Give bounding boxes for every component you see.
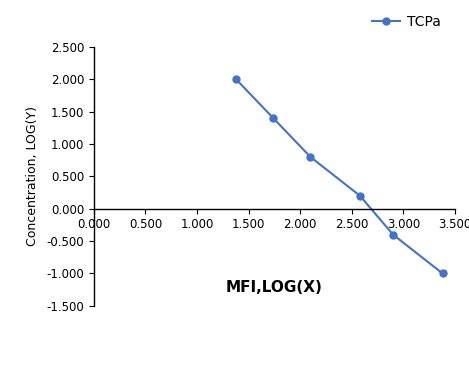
TCPa [271, 116, 276, 121]
X-axis label: MFI,LOG(X): MFI,LOG(X) [226, 280, 323, 295]
Legend: TCPa: TCPa [372, 15, 441, 29]
Y-axis label: Concentration, LOG(Y): Concentration, LOG(Y) [26, 106, 39, 247]
TCPa [357, 194, 363, 198]
TCPa [308, 155, 313, 160]
TCPa [390, 232, 396, 237]
Line: TCPa: TCPa [233, 76, 446, 277]
TCPa [234, 77, 239, 82]
TCPa [440, 271, 446, 276]
